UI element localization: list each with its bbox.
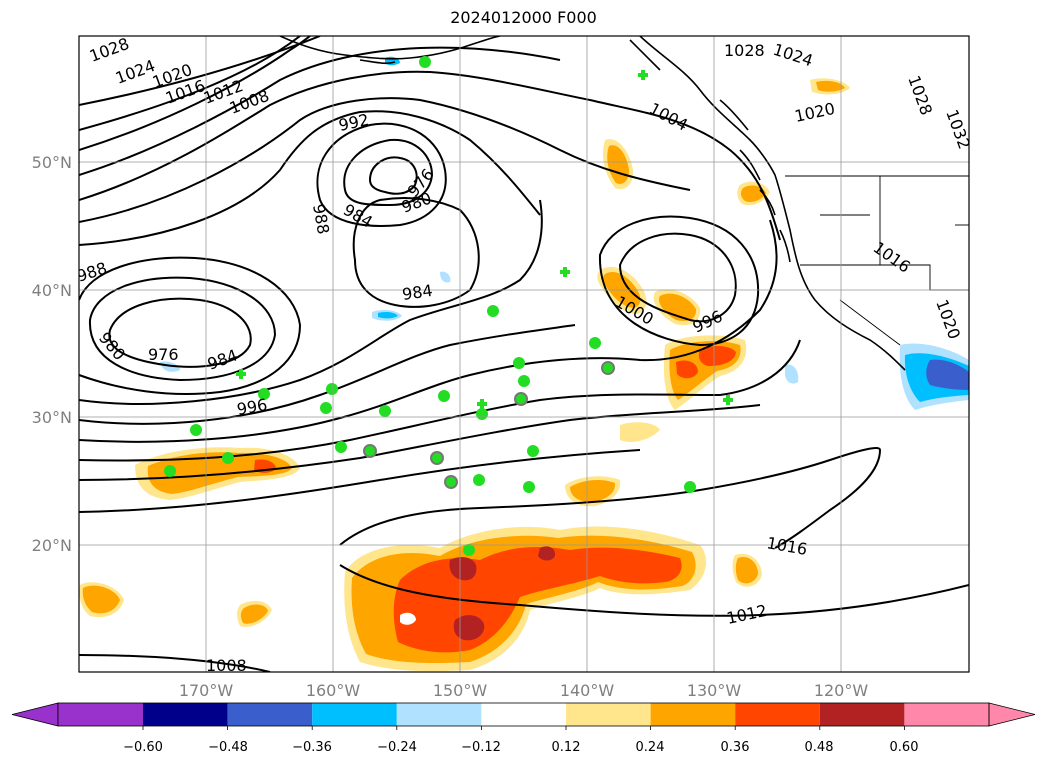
lon-label: 150°W: [433, 681, 488, 700]
colorbar-outline: [57, 702, 990, 727]
colorbar-segment: [481, 703, 566, 726]
colorbar-tick: 0.48: [805, 740, 834, 755]
lat-label: 30°N: [32, 408, 72, 427]
lon-label: 120°W: [814, 681, 869, 700]
lon-label: 140°W: [560, 681, 615, 700]
colorbar-segment: [143, 703, 228, 726]
map-frame: [78, 35, 970, 673]
colorbar-segment: [227, 703, 313, 726]
colorbar-tick: 0.24: [636, 740, 665, 755]
colorbar-extend-high: [988, 702, 1036, 727]
isobar-label: 984: [401, 281, 434, 304]
colorbar-segment: [904, 703, 989, 726]
colorbar-tick: −0.12: [461, 740, 501, 755]
colorbar-tick: 0.60: [890, 740, 919, 755]
colorbar-tick: −0.24: [377, 740, 417, 755]
colorbar-tick: −0.36: [292, 740, 332, 755]
colorbar-segment: [58, 703, 143, 726]
colorbar-extend-low: [11, 702, 59, 727]
gridlines: [79, 36, 969, 672]
colorbar-segment: [735, 703, 820, 726]
lon-label: 160°W: [306, 681, 361, 700]
colorbar-segment: [566, 703, 651, 726]
isobar-label: 1008: [206, 656, 247, 675]
colorbar-segment: [396, 703, 482, 726]
latitude-labels: 50°N 40°N 30°N 20°N: [32, 153, 72, 555]
lat-label: 40°N: [32, 281, 72, 300]
lon-label: 130°W: [687, 681, 742, 700]
colorbar: [11, 702, 1036, 730]
colorbar-segment: [819, 703, 905, 726]
station-markers: [164, 56, 733, 556]
borders: [785, 175, 969, 346]
isobar-label: 976: [148, 345, 179, 364]
colorbar-tick: −0.48: [208, 740, 248, 755]
colorbar-segment: [312, 703, 397, 726]
lon-label: 170°W: [179, 681, 234, 700]
map-title: 2024012000 F000: [450, 8, 597, 27]
lat-label: 20°N: [32, 536, 72, 555]
isobar-label: 1028: [724, 41, 765, 60]
colorbar-tick: −0.60: [123, 740, 163, 755]
colorbar-segment: [650, 703, 736, 726]
colorbar-tick: 0.12: [552, 740, 581, 755]
colorbar-tick: 0.36: [721, 740, 750, 755]
colorbar-ticks: −0.60 −0.48 −0.36 −0.24 −0.12 0.12 0.24 …: [123, 740, 918, 755]
longitude-labels: 170°W 160°W 150°W 140°W 130°W 120°W: [179, 681, 869, 700]
coastlines: [279, 36, 906, 371]
lat-label: 50°N: [32, 153, 72, 172]
isobars: [79, 36, 969, 672]
